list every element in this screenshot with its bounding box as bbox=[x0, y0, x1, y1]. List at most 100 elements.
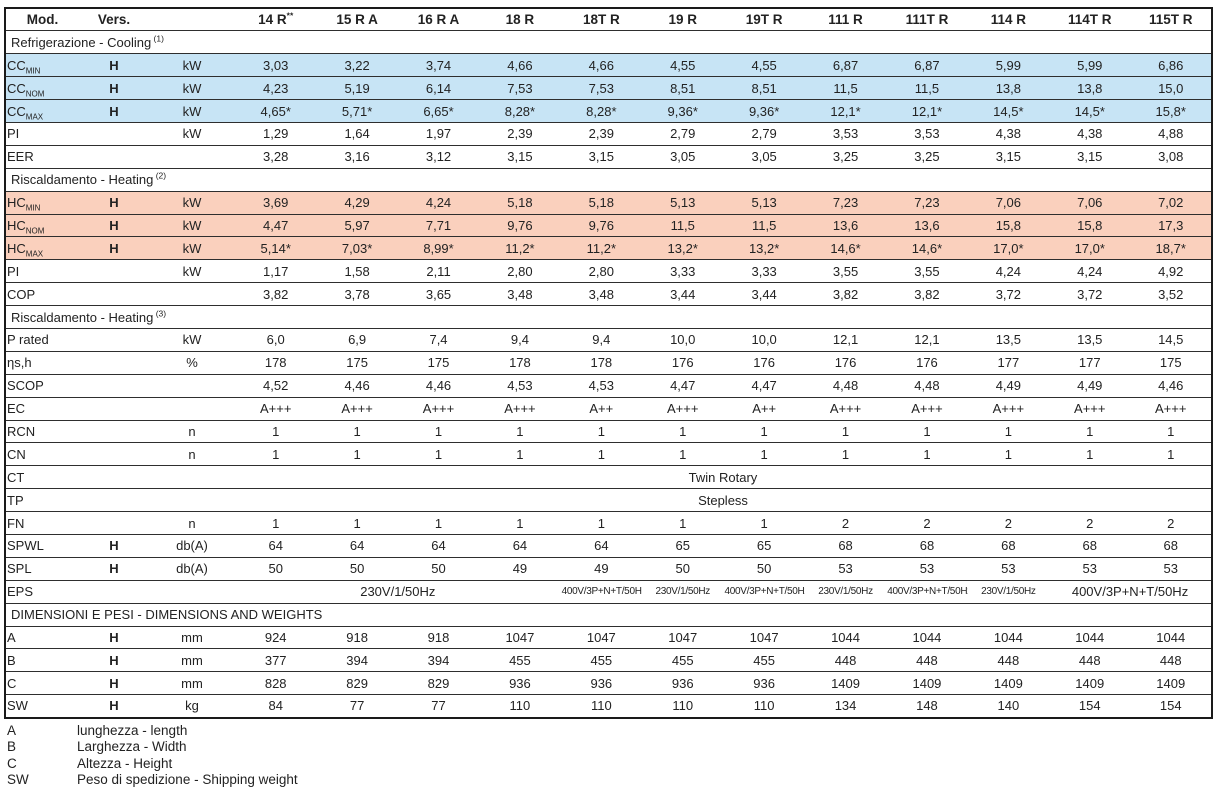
row-label: CN bbox=[5, 442, 79, 467]
legend-key: A bbox=[7, 723, 17, 738]
value-cell: 3,16 bbox=[316, 145, 398, 169]
value-cell: 13,5 bbox=[967, 328, 1050, 352]
value-cell: 3,82 bbox=[804, 282, 887, 307]
version-cell bbox=[79, 374, 149, 398]
value-cell: 10,0 bbox=[642, 328, 724, 352]
value-cell: 13,8 bbox=[967, 76, 1050, 101]
version-cell bbox=[79, 259, 149, 284]
value-cell: 14,6* bbox=[886, 236, 968, 261]
value-cell: 7,4 bbox=[397, 328, 480, 352]
value-cell: 1 bbox=[560, 511, 643, 535]
value-cell: 918 bbox=[397, 626, 480, 650]
unit-cell bbox=[149, 145, 235, 169]
value-cell: 8,28* bbox=[479, 99, 561, 123]
value-cell: 3,12 bbox=[397, 145, 480, 169]
value-cell: 3,15 bbox=[479, 145, 561, 169]
value-cell: 176 bbox=[804, 351, 887, 375]
row-label: SW bbox=[5, 694, 79, 719]
row-label: SCOP bbox=[5, 374, 79, 398]
row-eps: EPS 230V/1/50Hz 400V/3P+N+T/50Hz 230V/1/50H… bbox=[5, 580, 1212, 604]
value-cell: 177 bbox=[967, 351, 1050, 375]
legend-key: B bbox=[7, 739, 17, 755]
value-cell: 9,76 bbox=[479, 214, 561, 238]
value-cell: 1,97 bbox=[397, 122, 480, 146]
col-header-model-111t-r: 111T R bbox=[886, 8, 968, 32]
value-cell: 448 bbox=[804, 648, 887, 673]
unit-cell: kW bbox=[149, 259, 235, 284]
legend-item: A lunghezza - length bbox=[7, 723, 298, 739]
empty-cell bbox=[79, 465, 235, 490]
value-cell: 6,87 bbox=[804, 53, 887, 78]
row-label: HCMIN bbox=[5, 191, 79, 215]
value-cell: 7,53 bbox=[479, 76, 561, 101]
value-cell: 1047 bbox=[723, 626, 805, 650]
value-cell: 2,80 bbox=[560, 259, 643, 284]
version-cell: H bbox=[79, 557, 149, 581]
version-cell bbox=[79, 328, 149, 352]
value-cell: 4,48 bbox=[886, 374, 968, 398]
value-cell: 6,65* bbox=[397, 99, 480, 123]
value-cell: 6,86 bbox=[1130, 53, 1212, 78]
value-cell: 2 bbox=[1049, 511, 1131, 535]
value-cell: 4,65* bbox=[235, 99, 317, 123]
row-ct: CT Twin Rotary bbox=[5, 465, 1212, 490]
value-cell: 3,48 bbox=[479, 282, 561, 307]
value-cell: 7,23 bbox=[804, 191, 887, 215]
merged-value-cell: 400V/3P+N+T/50Hz bbox=[723, 580, 805, 604]
col-header-mod: Mod. bbox=[5, 8, 79, 32]
value-cell: 1 bbox=[1130, 442, 1212, 467]
section-row-riscaldamento-heating: Riscaldamento - Heating (3) bbox=[5, 305, 1212, 329]
value-cell: 9,36* bbox=[723, 99, 805, 123]
value-cell: 4,49 bbox=[967, 374, 1050, 398]
value-cell: 14,5* bbox=[1049, 99, 1131, 123]
unit-cell bbox=[149, 374, 235, 398]
value-cell: 11,2* bbox=[560, 236, 643, 261]
value-cell: 64 bbox=[479, 534, 561, 558]
value-cell: 2 bbox=[967, 511, 1050, 535]
value-cell: 1409 bbox=[967, 671, 1050, 696]
value-cell: 4,29 bbox=[316, 191, 398, 215]
value-cell: 3,44 bbox=[642, 282, 724, 307]
row-eer: EER 3,28 3,16 3,12 3,15 3,15 3,05 3,05 3,25 3,25 3… bbox=[5, 145, 1212, 169]
value-cell: 394 bbox=[316, 648, 398, 673]
value-cell: A+++ bbox=[804, 397, 887, 421]
merged-value-cell: 400V/3P+N+T/50Hz bbox=[560, 580, 643, 604]
value-cell: 936 bbox=[642, 671, 724, 696]
value-cell: 6,14 bbox=[397, 76, 480, 101]
value-cell: 4,92 bbox=[1130, 259, 1212, 284]
value-cell: 1,29 bbox=[235, 122, 317, 146]
value-cell: 13,6 bbox=[804, 214, 887, 238]
unit-cell: kW bbox=[149, 328, 235, 352]
version-cell: H bbox=[79, 236, 149, 261]
unit-cell: mm bbox=[149, 648, 235, 673]
value-cell: 17,3 bbox=[1130, 214, 1212, 238]
row-ec: EC A+++ A+++ A+++ A+++ A++ A+++ A++ A+++ A+++ A+++… bbox=[5, 397, 1212, 421]
value-cell: 1 bbox=[642, 420, 724, 444]
value-cell: 4,48 bbox=[804, 374, 887, 398]
value-cell: 5,99 bbox=[1049, 53, 1131, 78]
col-header-vers: Vers. bbox=[79, 8, 149, 32]
value-cell: 448 bbox=[886, 648, 968, 673]
value-cell: 7,02 bbox=[1130, 191, 1212, 215]
row-fn: FN n 1 1 1 1 1 1 1 2 2 2 2 2 bbox=[5, 511, 1212, 535]
row-label: FN bbox=[5, 511, 79, 535]
value-cell: 11,5 bbox=[723, 214, 805, 238]
version-cell bbox=[79, 351, 149, 375]
value-cell: 177 bbox=[1049, 351, 1131, 375]
header-row: Mod. Vers. 14 R** 15 R A 16 R A 18 R 18T R 19 R… bbox=[5, 8, 1212, 32]
row-label: EC bbox=[5, 397, 79, 421]
value-cell: 110 bbox=[642, 694, 724, 719]
row-pi: PI kW 1,29 1,64 1,97 2,39 2,39 2,79 2,79 3,53 3,53… bbox=[5, 122, 1212, 146]
unit-cell: kg bbox=[149, 694, 235, 719]
value-cell: 5,14* bbox=[235, 236, 317, 261]
value-cell: 1 bbox=[560, 420, 643, 444]
spec-table: Mod. Vers. 14 R** 15 R A 16 R A 18 R 18T R 19 R… bbox=[4, 7, 1213, 719]
value-cell: 175 bbox=[397, 351, 480, 375]
value-cell: 176 bbox=[723, 351, 805, 375]
value-cell: 11,5 bbox=[804, 76, 887, 101]
col-header-model-115t-r: 115T R bbox=[1130, 8, 1212, 32]
value-cell: A++ bbox=[723, 397, 805, 421]
